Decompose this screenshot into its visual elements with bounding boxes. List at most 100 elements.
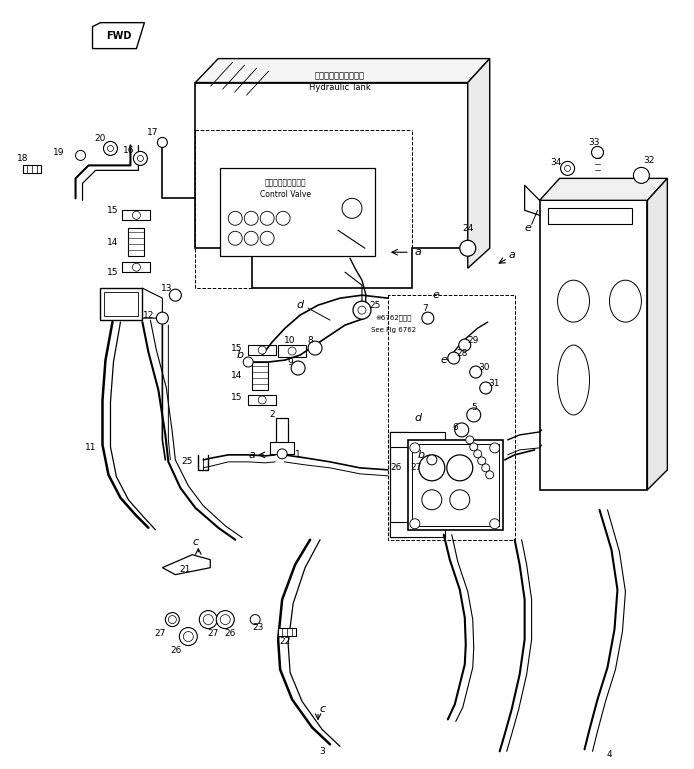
Circle shape bbox=[243, 357, 253, 367]
Text: 3: 3 bbox=[319, 747, 325, 756]
Bar bbox=[412, 444, 499, 526]
Circle shape bbox=[133, 151, 147, 165]
Text: Control Valve: Control Valve bbox=[260, 190, 311, 199]
Text: 1: 1 bbox=[295, 451, 301, 459]
Text: 13: 13 bbox=[160, 284, 172, 293]
Circle shape bbox=[459, 339, 471, 351]
Polygon shape bbox=[195, 58, 490, 82]
Text: 31: 31 bbox=[488, 378, 500, 388]
Text: 19: 19 bbox=[53, 148, 65, 157]
Circle shape bbox=[183, 631, 194, 641]
Circle shape bbox=[133, 211, 140, 219]
Text: 14: 14 bbox=[231, 371, 242, 380]
Text: a: a bbox=[414, 248, 421, 258]
Text: 6: 6 bbox=[452, 424, 457, 432]
Text: 27: 27 bbox=[155, 629, 166, 638]
Text: 15: 15 bbox=[230, 344, 242, 352]
Circle shape bbox=[474, 450, 482, 458]
Text: コントロールハルフ: コントロールハルフ bbox=[264, 178, 306, 187]
Circle shape bbox=[277, 449, 287, 459]
Text: e: e bbox=[524, 223, 531, 233]
Ellipse shape bbox=[557, 345, 589, 415]
Text: d: d bbox=[296, 300, 304, 310]
Circle shape bbox=[448, 352, 459, 364]
Text: c: c bbox=[192, 537, 198, 547]
Bar bbox=[248, 395, 276, 405]
Text: 15: 15 bbox=[230, 394, 242, 402]
Text: 15: 15 bbox=[107, 206, 119, 215]
Circle shape bbox=[291, 361, 305, 375]
Text: 7: 7 bbox=[422, 304, 428, 313]
Circle shape bbox=[308, 341, 322, 355]
Circle shape bbox=[477, 457, 486, 464]
Bar bbox=[390, 432, 408, 537]
Text: a: a bbox=[508, 250, 515, 260]
Text: Hydraulic Tank: Hydraulic Tank bbox=[309, 83, 371, 92]
Circle shape bbox=[228, 231, 242, 245]
Bar bbox=[252, 362, 268, 390]
Circle shape bbox=[244, 211, 258, 225]
Circle shape bbox=[490, 443, 500, 453]
Circle shape bbox=[490, 519, 500, 529]
Text: 21: 21 bbox=[179, 565, 190, 574]
Text: 12: 12 bbox=[143, 311, 154, 320]
Bar bbox=[270, 442, 294, 454]
Text: ハイドロリックタンク: ハイドロリックタンク bbox=[315, 71, 365, 80]
Bar bbox=[408, 440, 502, 530]
Text: 26: 26 bbox=[225, 629, 236, 638]
Circle shape bbox=[482, 464, 490, 472]
Circle shape bbox=[422, 312, 434, 324]
Text: c: c bbox=[319, 704, 325, 714]
Text: 26: 26 bbox=[171, 646, 182, 655]
Text: b: b bbox=[418, 450, 425, 460]
Circle shape bbox=[108, 145, 113, 151]
Circle shape bbox=[450, 490, 470, 510]
Text: 10: 10 bbox=[285, 335, 296, 345]
Text: 25: 25 bbox=[369, 301, 380, 310]
Text: ※6762図参照: ※6762図参照 bbox=[375, 315, 412, 321]
Polygon shape bbox=[162, 554, 210, 574]
Circle shape bbox=[470, 443, 477, 451]
Polygon shape bbox=[540, 178, 668, 201]
Circle shape bbox=[410, 519, 420, 529]
Circle shape bbox=[422, 490, 442, 510]
Text: See Fig 6762: See Fig 6762 bbox=[371, 327, 416, 333]
Polygon shape bbox=[195, 82, 468, 288]
Text: 20: 20 bbox=[95, 134, 106, 143]
Circle shape bbox=[228, 211, 242, 225]
Text: 33: 33 bbox=[589, 138, 600, 147]
Circle shape bbox=[76, 151, 85, 161]
Polygon shape bbox=[468, 58, 490, 268]
Circle shape bbox=[459, 240, 476, 256]
Text: 22: 22 bbox=[280, 637, 291, 646]
Circle shape bbox=[156, 312, 169, 324]
Text: 24: 24 bbox=[462, 224, 473, 233]
Text: 9: 9 bbox=[287, 358, 293, 367]
Bar bbox=[390, 432, 445, 447]
Text: 34: 34 bbox=[550, 158, 561, 167]
Circle shape bbox=[634, 168, 650, 183]
Text: d: d bbox=[414, 413, 421, 423]
Circle shape bbox=[353, 301, 371, 319]
Bar bbox=[248, 345, 276, 355]
Text: 28: 28 bbox=[456, 348, 468, 358]
Text: 27: 27 bbox=[410, 464, 421, 472]
Circle shape bbox=[486, 471, 493, 479]
Bar bbox=[276, 418, 288, 450]
Circle shape bbox=[133, 263, 140, 271]
Circle shape bbox=[251, 614, 260, 624]
Text: 17: 17 bbox=[146, 128, 158, 137]
Circle shape bbox=[419, 455, 445, 481]
Bar bbox=[128, 228, 144, 256]
Text: 2: 2 bbox=[269, 411, 275, 419]
Polygon shape bbox=[92, 22, 144, 48]
Text: 4: 4 bbox=[607, 750, 612, 759]
Circle shape bbox=[591, 146, 604, 158]
Circle shape bbox=[260, 231, 274, 245]
Circle shape bbox=[169, 615, 176, 624]
Text: 32: 32 bbox=[644, 156, 655, 165]
Circle shape bbox=[470, 366, 482, 378]
Text: 14: 14 bbox=[107, 238, 119, 247]
Text: 27: 27 bbox=[208, 629, 219, 638]
Circle shape bbox=[447, 455, 473, 481]
